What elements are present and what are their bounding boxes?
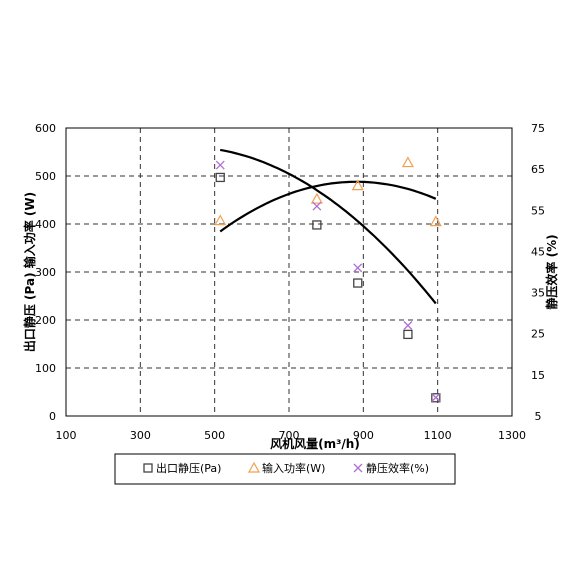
x-tick-label: 900 [353,429,374,442]
data-point-square [353,278,363,288]
legend-label: 输入功率(W) [262,461,325,475]
y-right-tick-label: 55 [531,204,545,217]
data-point-triangle [351,179,364,191]
data-point-triangle [310,192,323,204]
legend-frame [114,453,456,485]
legend-marker-x [353,463,363,473]
trendline [219,148,437,305]
data-point-triangle [214,214,227,226]
legend: 出口静压(Pa) 输入功率(W) 静压效率(%) [114,453,456,485]
y-right-tick-label: 45 [531,245,545,258]
y-left-tick-label: 200 [35,314,56,327]
legend-marker-triangle [247,461,261,473]
x-tick-label: 1300 [498,429,526,442]
y-right-tick-label: 15 [531,369,545,382]
x-tick-label: 100 [56,429,77,442]
y-right-tick-label: 35 [531,287,545,300]
y-left-axis-title: 出口静压 (Pa) 输入功率 (W) [22,192,37,352]
x-tick-label: 1100 [424,429,452,442]
y-left-tick-label: 500 [35,170,56,183]
y-left-tick-label: 0 [49,410,56,423]
legend-label: 出口静压(Pa) [156,461,221,475]
data-point-square [431,393,441,403]
data-point-x [215,160,225,170]
trendlines [219,148,437,305]
y-right-tick-label: 5 [535,410,542,423]
data-point-x [353,263,363,273]
tick-labels: 100 300 500 700 900 1100 130001002003004005006… [35,122,545,442]
plot-area [65,127,513,417]
y-left-tick-label: 400 [35,218,56,231]
y-left-tick-label: 300 [35,266,56,279]
data-point-square [403,329,413,340]
legend-marker-square [143,463,153,473]
data-point-x [431,393,441,402]
x-tick-label: 700 [279,429,300,442]
y-right-tick-label: 25 [531,328,545,341]
data-point-square [312,220,322,230]
y-left-tick-label: 600 [35,122,56,135]
y-left-tick-label: 100 [35,362,56,375]
grid-lines [66,128,512,416]
data-point-triangle [429,215,442,227]
x-tick-label: 300 [130,429,151,442]
y-right-axis-title: 静压效率 (%) [544,234,559,309]
legend-items: 出口静压(Pa) 输入功率(W) 静压效率(%) [143,461,429,475]
data-point-triangle [401,156,414,168]
data-point-x [312,201,322,211]
y-right-tick-label: 75 [531,122,545,135]
x-axis-title: 风机风量(m³/h) [270,436,360,451]
data-points [214,156,442,403]
x-tick-label: 500 [204,429,225,442]
data-point-square [215,172,225,183]
data-point-x [403,321,413,330]
trendline [219,180,437,233]
y-right-tick-label: 65 [531,163,545,176]
legend-label: 静压效率(%) [366,461,429,475]
